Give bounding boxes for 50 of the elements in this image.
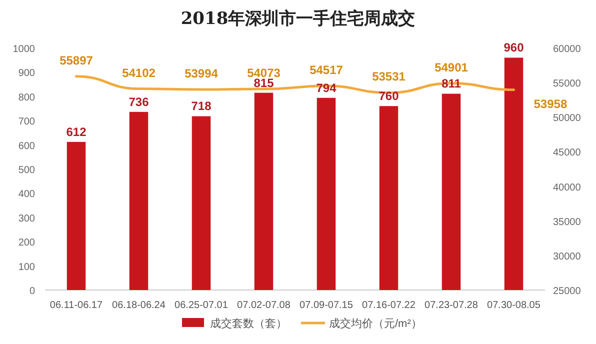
bar xyxy=(442,94,461,290)
bar xyxy=(316,98,336,290)
y2-tick-label: 60000 xyxy=(553,44,582,55)
y2-tick-label: 45000 xyxy=(553,148,582,159)
x-tick-label: 07.09-07.15 xyxy=(300,300,354,311)
y2-tick-label: 30000 xyxy=(553,251,582,262)
x-tick-label: 07.30-08.05 xyxy=(487,300,541,311)
y2-tick-label: 35000 xyxy=(553,216,582,228)
y-tick-label: 800 xyxy=(18,92,36,104)
data-label: 54073 xyxy=(247,66,281,80)
x-tick-label: 06.18-06.24 xyxy=(112,300,166,311)
legend-label: 成交均价（元/m²） xyxy=(329,317,422,330)
data-label: 718 xyxy=(191,99,212,114)
data-label: 55897 xyxy=(60,53,94,68)
data-label: 736 xyxy=(128,94,150,109)
y-tick-label: 400 xyxy=(18,189,36,200)
y-tick-label: 100 xyxy=(18,262,36,273)
data-label: 54517 xyxy=(310,62,344,77)
x-tick-label: 07.16-07.22 xyxy=(362,300,416,311)
x-tick-label: 06.11-06.17 xyxy=(50,300,104,311)
y-tick-label: 700 xyxy=(18,116,36,128)
bar xyxy=(192,116,211,290)
bar xyxy=(66,142,86,290)
y-tick-label: 300 xyxy=(18,213,36,224)
y-tick-label: 0 xyxy=(29,286,36,297)
y-tick-label: 600 xyxy=(18,140,36,152)
data-label: 612 xyxy=(66,124,87,139)
y-tick-label: 500 xyxy=(18,165,36,176)
y2-tick-label: 40000 xyxy=(553,182,582,194)
data-label: 54102 xyxy=(122,66,156,80)
y-tick-label: 200 xyxy=(18,238,36,249)
data-label: 53994 xyxy=(184,66,218,81)
legend-label: 成交套数（套） xyxy=(210,317,287,330)
x-tick-label: 07.02-07.08 xyxy=(237,300,291,311)
y-tick-label: 900 xyxy=(18,68,36,80)
y-tick-label: 1000 xyxy=(12,44,36,55)
data-label: 54901 xyxy=(434,60,468,74)
data-label: 53531 xyxy=(372,70,406,84)
y2-tick-label: 55000 xyxy=(553,78,582,90)
x-tick-label: 06.25-07.01 xyxy=(174,300,228,311)
bar xyxy=(379,106,398,290)
data-label: 960 xyxy=(504,40,524,55)
bar xyxy=(504,58,524,290)
y2-tick-label: 25000 xyxy=(553,286,582,297)
bar xyxy=(129,112,148,290)
bar xyxy=(254,92,274,290)
chart-title: 2018年深圳市一手住宅周成交 xyxy=(180,9,416,29)
data-label: 53958 xyxy=(534,96,568,111)
x-tick-label: 07.23-07.28 xyxy=(424,300,478,311)
y2-tick-label: 50000 xyxy=(553,113,582,124)
